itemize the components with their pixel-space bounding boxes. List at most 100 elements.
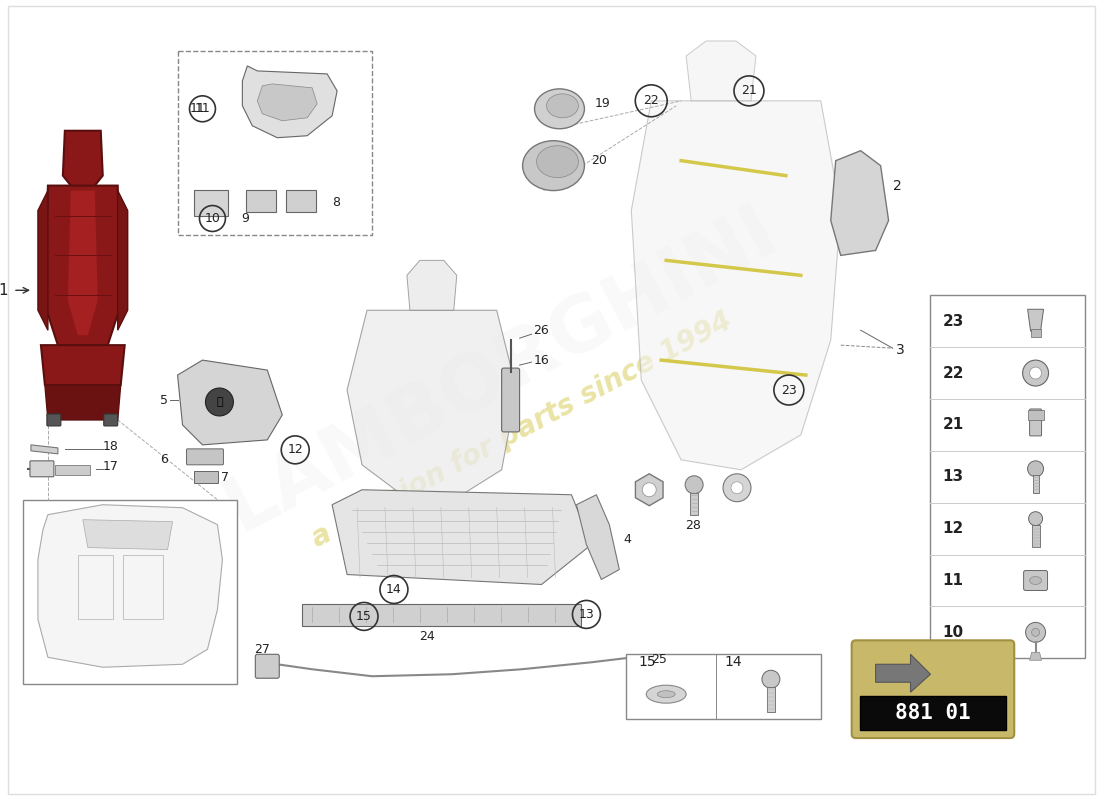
Text: 4: 4 — [624, 533, 631, 546]
Polygon shape — [631, 101, 840, 470]
Text: 21: 21 — [943, 418, 964, 433]
Text: 16: 16 — [534, 354, 549, 366]
Polygon shape — [257, 84, 317, 121]
Text: 11: 11 — [189, 102, 206, 115]
Text: 6: 6 — [160, 454, 167, 466]
Text: 14: 14 — [724, 655, 741, 670]
Ellipse shape — [537, 146, 579, 178]
FancyBboxPatch shape — [195, 471, 219, 482]
Text: 🐂: 🐂 — [216, 397, 222, 407]
Polygon shape — [636, 474, 663, 506]
Circle shape — [1028, 512, 1043, 526]
Text: 23: 23 — [781, 383, 796, 397]
Polygon shape — [37, 190, 48, 330]
Text: 23: 23 — [943, 314, 964, 329]
FancyBboxPatch shape — [1027, 410, 1044, 420]
Text: 13: 13 — [579, 608, 594, 621]
Circle shape — [685, 476, 703, 494]
FancyBboxPatch shape — [195, 190, 229, 215]
FancyBboxPatch shape — [690, 493, 698, 514]
Polygon shape — [31, 445, 58, 454]
Text: 7: 7 — [221, 471, 230, 484]
Text: 15: 15 — [638, 655, 656, 670]
Circle shape — [1025, 622, 1046, 642]
Circle shape — [762, 670, 780, 688]
FancyBboxPatch shape — [1024, 570, 1047, 590]
Ellipse shape — [547, 94, 579, 118]
Text: 12: 12 — [943, 521, 964, 536]
FancyBboxPatch shape — [302, 605, 582, 626]
FancyBboxPatch shape — [626, 654, 821, 719]
Text: 11: 11 — [943, 573, 964, 588]
Circle shape — [1023, 360, 1048, 386]
FancyBboxPatch shape — [177, 51, 372, 235]
Polygon shape — [68, 190, 98, 335]
Text: 21: 21 — [741, 84, 757, 98]
Text: 881 01: 881 01 — [894, 703, 970, 723]
Ellipse shape — [657, 690, 675, 698]
FancyBboxPatch shape — [860, 696, 1006, 730]
Text: 26: 26 — [534, 324, 549, 337]
Text: 3: 3 — [895, 343, 904, 357]
Text: 20: 20 — [592, 154, 607, 167]
FancyBboxPatch shape — [47, 414, 60, 426]
Text: 9: 9 — [241, 212, 250, 225]
FancyBboxPatch shape — [1033, 474, 1038, 493]
Polygon shape — [686, 41, 756, 101]
FancyBboxPatch shape — [255, 654, 279, 678]
Text: 19: 19 — [594, 98, 610, 110]
Text: a passion for parts since 1994: a passion for parts since 1994 — [307, 306, 737, 553]
Text: LAMBORGHINI: LAMBORGHINI — [213, 194, 790, 546]
Polygon shape — [63, 130, 102, 190]
Text: 22: 22 — [943, 366, 964, 381]
Circle shape — [206, 388, 233, 416]
Circle shape — [723, 474, 751, 502]
Polygon shape — [242, 66, 337, 138]
FancyBboxPatch shape — [103, 414, 118, 426]
Circle shape — [1032, 628, 1040, 636]
Polygon shape — [82, 520, 173, 550]
FancyBboxPatch shape — [187, 449, 223, 465]
Text: 14: 14 — [386, 583, 402, 596]
Polygon shape — [830, 150, 889, 255]
Circle shape — [1027, 461, 1044, 477]
FancyBboxPatch shape — [1032, 525, 1040, 546]
FancyBboxPatch shape — [502, 368, 519, 432]
Polygon shape — [876, 654, 931, 692]
Text: 18: 18 — [102, 440, 119, 454]
Polygon shape — [45, 186, 121, 345]
Text: 24: 24 — [419, 630, 435, 643]
FancyBboxPatch shape — [23, 500, 238, 684]
Text: 15: 15 — [356, 610, 372, 623]
Polygon shape — [1030, 652, 1042, 660]
Text: 11: 11 — [195, 102, 210, 115]
Text: 28: 28 — [685, 519, 701, 532]
Polygon shape — [332, 490, 592, 585]
Ellipse shape — [535, 89, 584, 129]
Text: 13: 13 — [943, 470, 964, 484]
Text: 2: 2 — [892, 178, 901, 193]
Text: 10: 10 — [943, 625, 964, 640]
Circle shape — [732, 482, 742, 494]
FancyBboxPatch shape — [246, 190, 276, 211]
Ellipse shape — [647, 686, 686, 703]
Polygon shape — [1027, 310, 1044, 331]
Polygon shape — [37, 505, 222, 667]
Polygon shape — [118, 190, 128, 330]
Polygon shape — [41, 345, 124, 385]
Text: 17: 17 — [102, 460, 119, 474]
Text: 27: 27 — [254, 643, 271, 656]
Polygon shape — [576, 494, 619, 579]
Text: 25: 25 — [651, 653, 667, 666]
FancyBboxPatch shape — [931, 295, 1085, 658]
FancyBboxPatch shape — [851, 640, 1014, 738]
Text: 12: 12 — [287, 443, 304, 456]
FancyBboxPatch shape — [767, 687, 774, 712]
Text: 10: 10 — [205, 212, 220, 225]
Text: 8: 8 — [332, 196, 340, 209]
Polygon shape — [177, 360, 283, 445]
Text: 1: 1 — [0, 283, 8, 298]
Text: 22: 22 — [644, 94, 659, 107]
FancyBboxPatch shape — [55, 465, 90, 474]
FancyBboxPatch shape — [1030, 409, 1042, 436]
